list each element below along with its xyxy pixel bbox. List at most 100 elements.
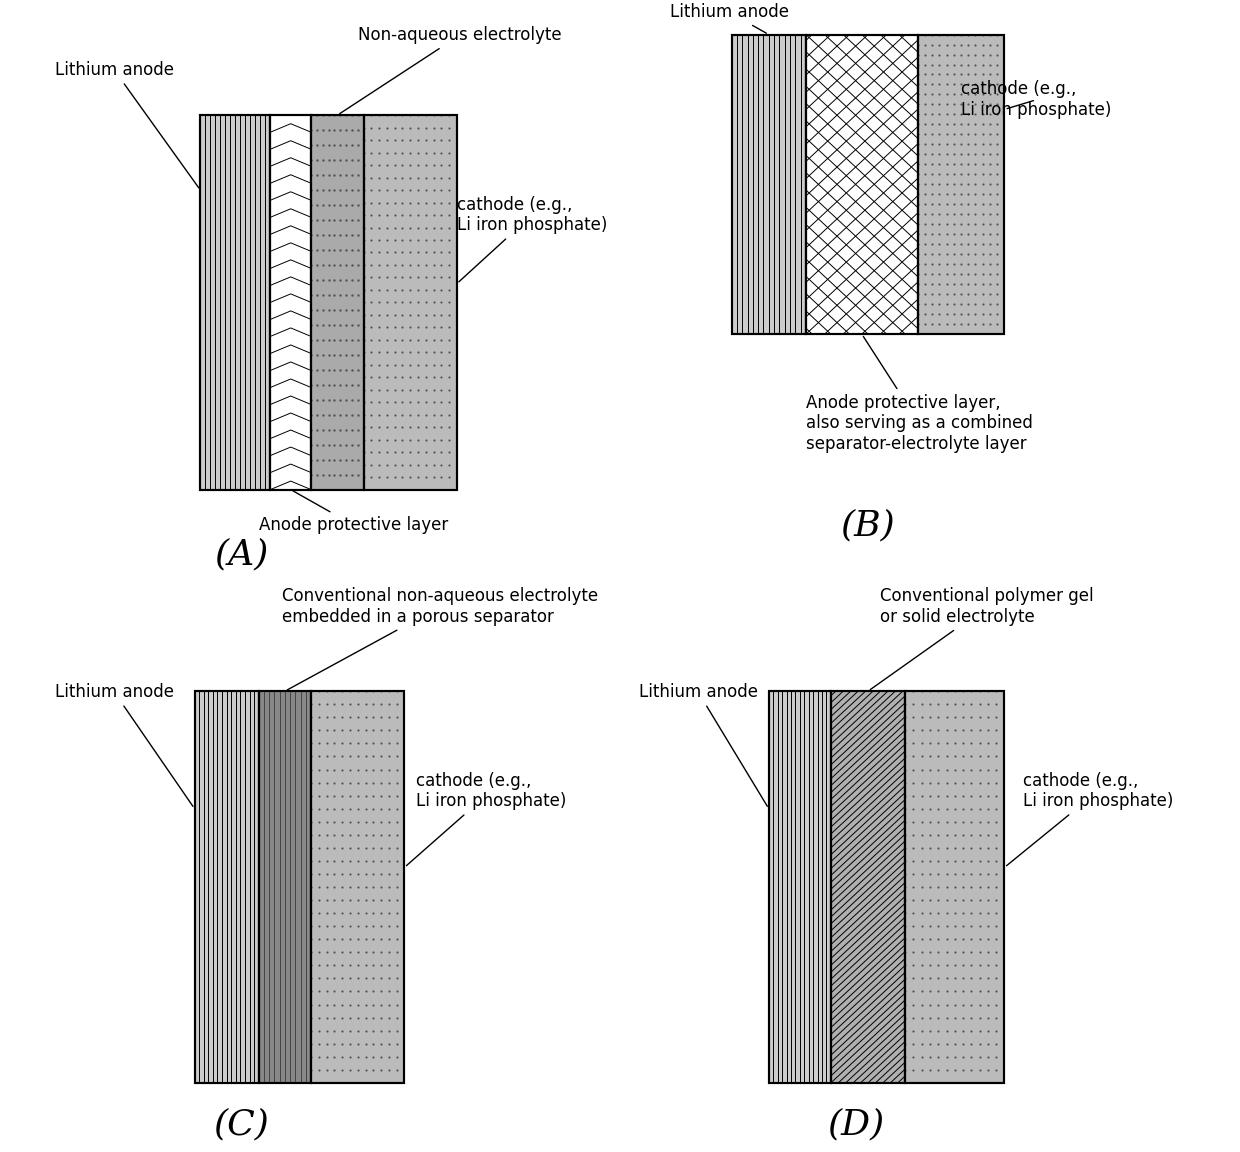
Point (336, 361, 356, 379)
Point (978, 904, 998, 923)
Point (987, 325, 1007, 343)
Point (370, 106, 389, 124)
Point (394, 799, 414, 818)
Point (911, 1034, 931, 1053)
Point (970, 839, 990, 857)
Point (394, 708, 414, 727)
Point (325, 1047, 345, 1066)
Point (987, 55, 1007, 74)
Point (363, 943, 383, 962)
Point (895, 890, 915, 909)
Point (393, 268, 413, 287)
Point (379, 890, 399, 909)
Point (301, 787, 321, 805)
Point (970, 787, 990, 805)
Point (904, 943, 924, 962)
Point (363, 995, 383, 1014)
Point (384, 343, 404, 362)
Point (377, 230, 397, 249)
Point (308, 480, 327, 499)
Point (342, 391, 362, 409)
Point (987, 285, 1007, 303)
Point (904, 851, 924, 870)
Point (954, 1022, 973, 1040)
Point (944, 66, 963, 84)
Point (347, 241, 368, 259)
Point (987, 185, 1007, 204)
Point (936, 734, 956, 752)
Point (915, 135, 935, 153)
Point (994, 66, 1014, 84)
Point (936, 865, 956, 884)
Point (944, 115, 963, 134)
Point (994, 839, 1014, 857)
Point (930, 255, 950, 273)
Point (393, 144, 413, 162)
Point (923, 96, 942, 114)
Point (945, 1074, 965, 1092)
Point (308, 301, 327, 319)
Point (915, 36, 935, 54)
Point (994, 826, 1014, 844)
Point (930, 156, 950, 174)
Point (309, 1022, 329, 1040)
Point (424, 393, 444, 411)
Point (439, 131, 459, 150)
Point (954, 1047, 973, 1066)
Point (972, 126, 992, 144)
Point (911, 983, 931, 1001)
Point (936, 1008, 956, 1026)
Point (930, 215, 950, 234)
Point (987, 105, 1007, 123)
Point (951, 235, 971, 253)
Point (966, 255, 986, 273)
Point (986, 865, 1006, 884)
Point (379, 812, 399, 831)
Point (347, 196, 368, 214)
Point (915, 85, 935, 104)
Point (415, 393, 435, 411)
Point (994, 245, 1014, 264)
Point (930, 175, 950, 194)
Point (325, 695, 345, 713)
Text: (B): (B) (841, 509, 895, 543)
Point (929, 917, 949, 935)
Point (980, 265, 999, 283)
Point (432, 318, 451, 336)
Point (361, 206, 381, 225)
Point (415, 380, 435, 399)
Point (309, 760, 329, 779)
Point (980, 205, 999, 223)
Point (356, 890, 376, 909)
Point (908, 195, 928, 213)
Point (904, 1034, 924, 1053)
Point (325, 995, 345, 1014)
Point (994, 943, 1014, 962)
Point (379, 1022, 399, 1040)
Point (911, 787, 931, 805)
Point (301, 1074, 321, 1092)
Point (944, 36, 963, 54)
Point (930, 126, 950, 144)
Point (994, 1061, 1014, 1079)
Point (301, 271, 321, 289)
Point (308, 121, 327, 139)
Point (363, 799, 383, 818)
Point (944, 255, 963, 273)
Point (394, 682, 414, 700)
Point (915, 305, 935, 324)
Point (377, 356, 397, 374)
Point (936, 839, 956, 857)
Point (370, 380, 389, 399)
Point (387, 1061, 407, 1079)
Point (904, 1047, 924, 1066)
Point (312, 316, 332, 334)
Point (301, 420, 321, 439)
Point (959, 115, 978, 134)
Point (908, 225, 928, 243)
Point (994, 305, 1014, 324)
Point (342, 435, 362, 454)
Point (384, 256, 404, 274)
Point (923, 265, 942, 283)
Point (978, 943, 998, 962)
